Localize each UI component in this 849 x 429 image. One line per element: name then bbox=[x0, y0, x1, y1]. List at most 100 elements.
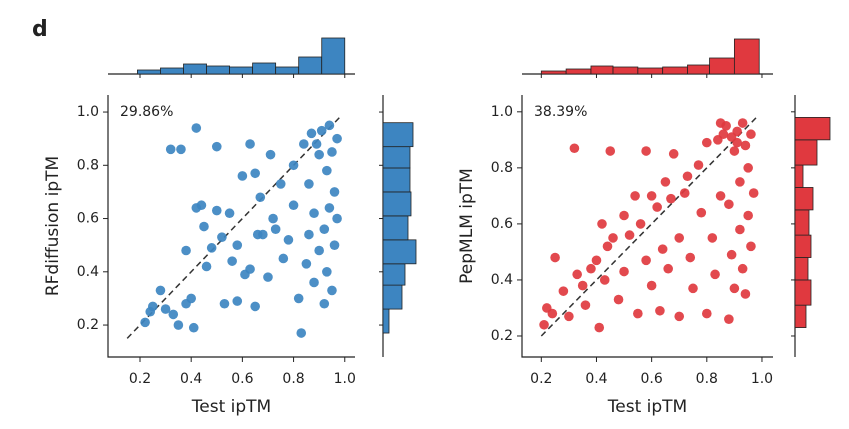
hist-bar bbox=[206, 65, 230, 75]
y-axis-label: PepMLM ipTM bbox=[457, 168, 477, 284]
point bbox=[324, 203, 335, 213]
point bbox=[724, 314, 734, 324]
axes bbox=[107, 95, 355, 358]
point bbox=[147, 301, 158, 312]
point bbox=[306, 128, 317, 139]
point bbox=[319, 298, 330, 309]
point bbox=[679, 188, 690, 198]
point bbox=[327, 147, 337, 157]
x-tick-label: 0.8 bbox=[696, 371, 718, 387]
point bbox=[735, 177, 745, 187]
x-axis-label: Test ipTM bbox=[191, 397, 271, 417]
point bbox=[278, 253, 289, 264]
point bbox=[140, 317, 150, 328]
point bbox=[630, 191, 640, 201]
point bbox=[635, 219, 646, 229]
x-tick-label: 0.4 bbox=[180, 371, 202, 387]
hist-bar bbox=[382, 215, 409, 241]
hist-bar bbox=[382, 146, 411, 169]
hist-bar bbox=[137, 69, 161, 75]
point bbox=[613, 294, 624, 305]
point bbox=[201, 261, 212, 272]
x-axis-label: Test ipTM bbox=[607, 397, 687, 417]
x-tick-label: 0.4 bbox=[585, 371, 607, 387]
point bbox=[737, 263, 748, 274]
point bbox=[329, 187, 340, 197]
point bbox=[726, 132, 737, 142]
hist-bar bbox=[794, 234, 812, 258]
point bbox=[710, 269, 720, 280]
point bbox=[729, 283, 740, 294]
point bbox=[688, 283, 698, 294]
y-tick-label: 1.0 bbox=[491, 104, 513, 120]
point bbox=[165, 144, 176, 155]
point bbox=[619, 266, 629, 277]
point bbox=[265, 149, 276, 160]
point bbox=[572, 269, 582, 280]
point bbox=[737, 118, 748, 128]
point bbox=[296, 328, 307, 338]
point bbox=[726, 249, 737, 260]
point bbox=[206, 243, 217, 253]
point bbox=[558, 286, 569, 296]
point bbox=[311, 139, 322, 149]
x-tick-label: 0.6 bbox=[231, 371, 253, 387]
point bbox=[674, 311, 685, 322]
hist-bar bbox=[275, 66, 300, 75]
point bbox=[660, 177, 671, 187]
x-tick-label: 0.6 bbox=[641, 371, 663, 387]
point bbox=[199, 221, 209, 232]
annotation: 38.39% bbox=[534, 104, 587, 120]
point bbox=[743, 210, 753, 221]
point bbox=[327, 285, 337, 296]
point bbox=[743, 163, 753, 173]
diagonal bbox=[126, 116, 341, 339]
y-tick-label: 0.8 bbox=[491, 160, 513, 176]
point bbox=[275, 179, 286, 189]
point bbox=[304, 179, 314, 189]
hist-bar bbox=[252, 62, 277, 75]
y-tick-label: 0.6 bbox=[77, 211, 99, 227]
point bbox=[746, 129, 756, 140]
x-tick-label: 1.0 bbox=[334, 371, 356, 387]
point bbox=[599, 275, 610, 285]
point bbox=[250, 301, 260, 312]
point bbox=[181, 245, 191, 256]
point bbox=[186, 293, 196, 304]
point bbox=[211, 141, 222, 152]
hist-bar bbox=[794, 164, 804, 188]
hist-bar bbox=[794, 139, 818, 166]
hist-bar bbox=[298, 56, 323, 75]
point bbox=[301, 259, 312, 269]
point bbox=[608, 233, 618, 243]
point bbox=[641, 255, 651, 266]
x-tick-label: 0.8 bbox=[282, 371, 304, 387]
hist-bar bbox=[637, 67, 664, 75]
point bbox=[748, 188, 759, 198]
point bbox=[245, 139, 255, 149]
point bbox=[314, 245, 324, 256]
hist-bar bbox=[183, 63, 207, 75]
diagonal bbox=[540, 116, 757, 337]
y-tick-label: 0.8 bbox=[77, 157, 99, 173]
axes bbox=[521, 95, 773, 358]
point bbox=[696, 207, 707, 218]
point bbox=[329, 240, 340, 250]
x-tick-label: 0.2 bbox=[530, 371, 552, 387]
point bbox=[602, 241, 613, 252]
point bbox=[729, 146, 740, 156]
hist-bar bbox=[687, 64, 710, 75]
hist-bar bbox=[321, 37, 346, 75]
point bbox=[288, 200, 299, 211]
y-axis-label: RFdiffusion ipTM bbox=[43, 156, 63, 296]
point bbox=[641, 146, 651, 156]
point bbox=[227, 256, 237, 266]
x-tick-label: 0.2 bbox=[129, 371, 151, 387]
point bbox=[309, 208, 319, 219]
point bbox=[663, 263, 673, 274]
hist-bar bbox=[794, 257, 809, 281]
hist-bar bbox=[382, 122, 414, 148]
hist-bar bbox=[709, 57, 735, 75]
point bbox=[173, 320, 184, 330]
